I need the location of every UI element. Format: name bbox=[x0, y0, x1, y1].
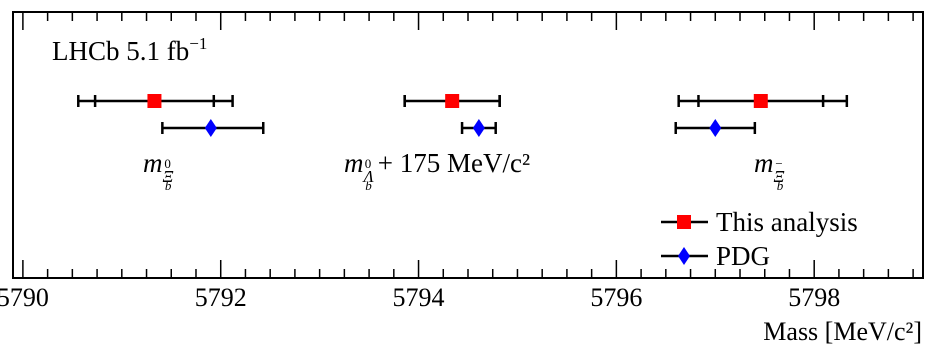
pdg-point bbox=[472, 119, 485, 137]
x-tick-label: 5792 bbox=[195, 283, 247, 312]
this-analysis-point bbox=[753, 94, 768, 108]
x-tick-label: 5794 bbox=[393, 283, 445, 312]
pdg-point bbox=[204, 119, 217, 137]
group-labels: mΞ0 b mΛ0 b+ 175 MeV/c² mΞ− b bbox=[143, 148, 785, 193]
lumi-annotation: LHCb 5.1 fb−1 bbox=[52, 34, 207, 66]
this-analysis-point bbox=[445, 94, 460, 108]
group-label-lambdab: mΛ0 b+ 175 MeV/c² bbox=[344, 148, 530, 193]
legend-label: PDG bbox=[716, 241, 770, 271]
this-analysis-point bbox=[147, 94, 162, 108]
x-tick-label: 5798 bbox=[788, 283, 840, 312]
x-tick-label: 5790 bbox=[0, 283, 49, 312]
x-axis-ticks bbox=[22, 12, 914, 278]
x-axis-label: Mass [MeV/c²] bbox=[763, 317, 922, 346]
legend-label: This analysis bbox=[716, 207, 858, 237]
legend-marker-this-analysis bbox=[677, 215, 691, 229]
x-tick-label: 5796 bbox=[590, 283, 642, 312]
legend-marker-pdg bbox=[678, 247, 690, 265]
x-axis-tick-labels: 5790 5792 5794 5796 5798 bbox=[0, 283, 840, 312]
legend: This analysis PDG bbox=[661, 207, 858, 271]
data-points bbox=[77, 94, 849, 137]
pdg-point bbox=[709, 119, 722, 137]
group-label-xibm: mΞ− b bbox=[754, 148, 785, 193]
group-label-xib0: mΞ0 b bbox=[143, 148, 174, 193]
